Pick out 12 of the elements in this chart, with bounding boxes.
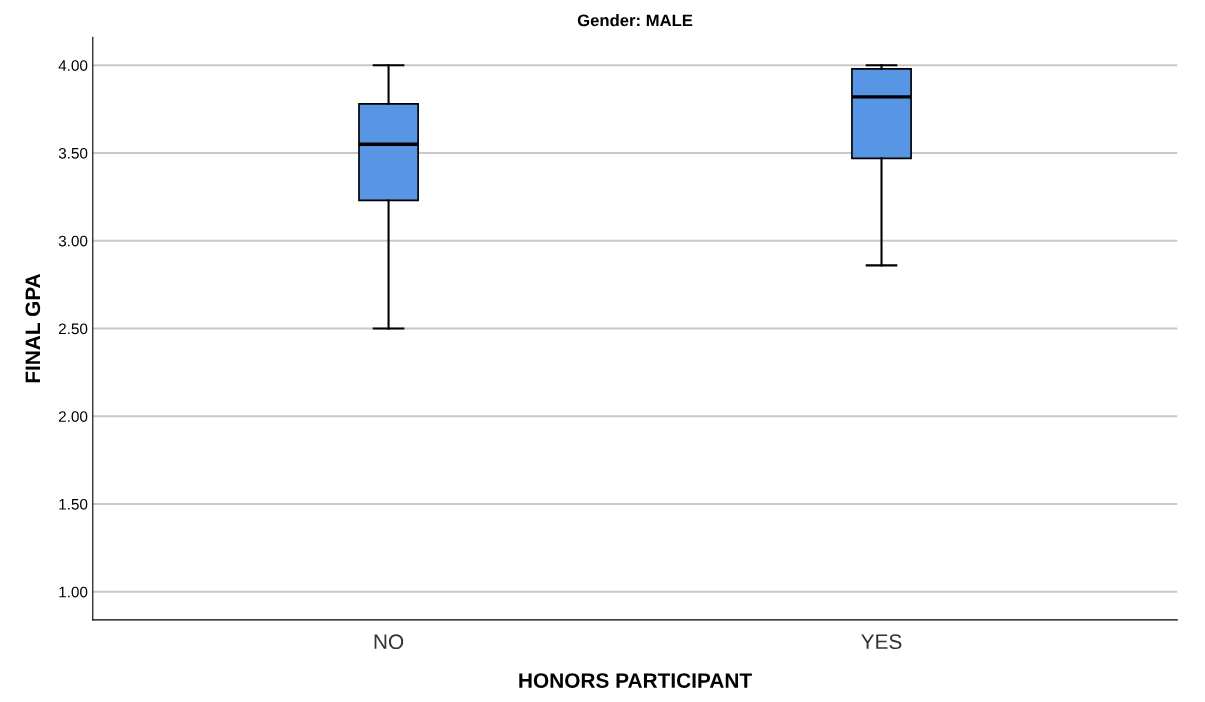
chart-title: Gender: MALE — [577, 14, 693, 27]
y-tick-label: 1.50 — [59, 498, 88, 510]
y-tick-label: 4.00 — [58, 60, 88, 71]
x-axis-title: HONORS PARTICIPANT — [519, 673, 752, 688]
y-tick-label: 3.00 — [58, 235, 88, 247]
y-tick-label: 1.00 — [59, 586, 88, 598]
x-tick-label: YES — [861, 634, 902, 650]
y-tick-label: 2.50 — [58, 323, 88, 335]
y-axis-title: FINAL GPA — [25, 273, 41, 383]
y-tick-label: 3.50 — [58, 147, 88, 159]
y-tick-label: 2.00 — [58, 411, 88, 422]
x-tick-label: NO — [374, 634, 404, 650]
